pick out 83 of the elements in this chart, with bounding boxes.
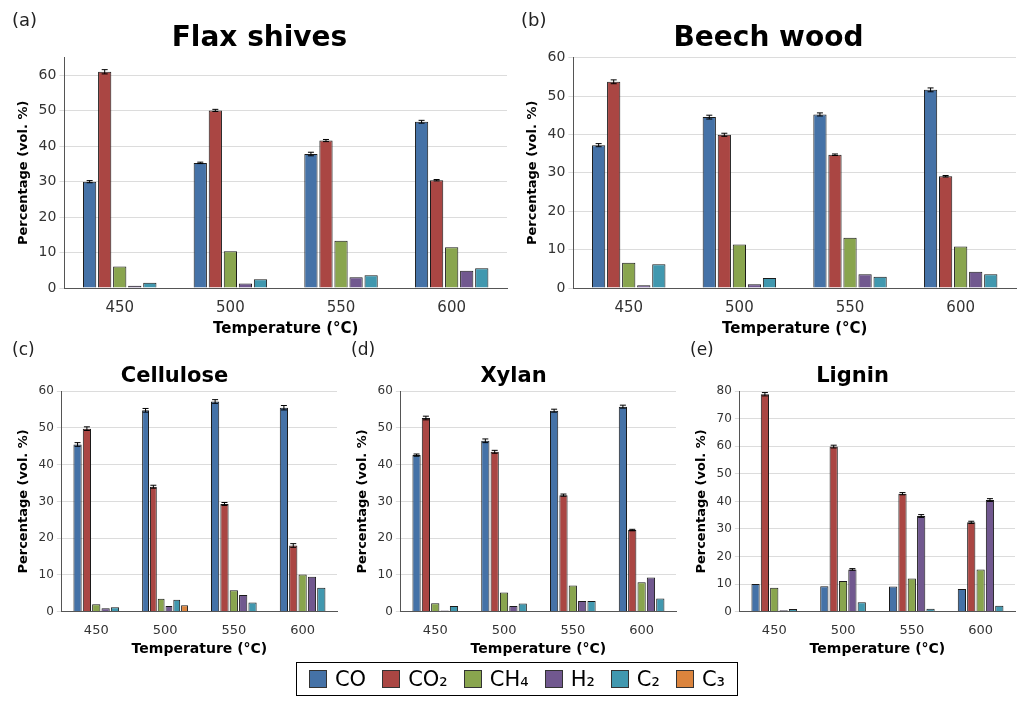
text: (e) — [690, 338, 714, 359]
legend-label: CO₂ — [408, 667, 448, 691]
x-tick-label: 550 — [835, 297, 865, 316]
y-tick-label: 60 — [716, 438, 732, 453]
text: (c) — [12, 338, 35, 359]
y-tick-label: 30 — [547, 163, 566, 180]
x-tick-label: 450 — [761, 621, 787, 637]
y-tick-label: 10 — [716, 576, 732, 591]
x-axis-title: Temperature (°C) — [722, 318, 868, 337]
y-tick-label: 30 — [716, 521, 732, 536]
x-tick-label: 450 — [83, 621, 109, 637]
legend-label: CH₄ — [489, 667, 529, 691]
y-tick-label: 40 — [377, 456, 393, 471]
y-tick-label: 20 — [716, 548, 732, 563]
y-tick-label: 40 — [716, 493, 732, 508]
x-tick-label: 500 — [725, 297, 754, 316]
text: (d) — [351, 338, 376, 359]
legend-label: C₃ — [701, 667, 726, 691]
x-tick-label: 600 — [437, 297, 466, 316]
y-tick-label: 50 — [38, 420, 54, 435]
chart-title: Beech wood — [673, 20, 864, 54]
y-tick-label: 10 — [38, 566, 54, 581]
y-tick-label: 10 — [377, 566, 393, 581]
y-tick-label: 30 — [38, 493, 54, 508]
y-tick-label: 20 — [38, 207, 57, 224]
y-tick-label: 40 — [547, 125, 566, 142]
chart-title: Cellulose — [120, 363, 229, 388]
chart-title: Lignin — [816, 363, 889, 388]
y-tick-label: 0 — [47, 278, 57, 295]
y-tick-label: 40 — [38, 136, 57, 153]
y-axis-title: Percentage (vol. %) — [15, 429, 31, 574]
x-axis-title: Temperature (°C) — [213, 318, 359, 337]
text: (a) — [12, 8, 38, 30]
y-tick-label: 0 — [556, 278, 566, 295]
x-tick-label: 500 — [491, 621, 517, 637]
y-axis-title: Percentage (vol. %) — [693, 429, 709, 574]
y-tick-label: 0 — [724, 603, 732, 618]
y-axis-title: Percentage (vol. %) — [524, 100, 540, 245]
chart-title: Flax shives — [171, 20, 348, 54]
x-tick-label: 500 — [216, 297, 245, 316]
y-tick-label: 0 — [385, 603, 393, 618]
legend-label: CO — [334, 667, 367, 691]
x-tick-label: 500 — [830, 621, 856, 637]
chart-title: Xylan — [480, 363, 547, 388]
y-tick-label: 20 — [377, 530, 393, 545]
y-tick-label: 40 — [38, 456, 54, 471]
x-axis-title: Temperature (°C) — [809, 640, 946, 657]
x-axis-title: Temperature (°C) — [470, 640, 607, 657]
x-tick-label: 600 — [290, 621, 316, 637]
y-tick-label: 50 — [377, 420, 393, 435]
y-tick-label: 60 — [38, 65, 57, 82]
text: (b) — [521, 8, 547, 30]
y-tick-label: 50 — [716, 465, 732, 480]
x-tick-label: 550 — [221, 621, 247, 637]
x-tick-label: 600 — [968, 621, 994, 637]
x-tick-label: 600 — [629, 621, 655, 637]
y-tick-label: 70 — [716, 410, 732, 425]
y-tick-label: 30 — [38, 172, 57, 189]
y-tick-label: 60 — [38, 383, 54, 398]
y-axis-title: Percentage (vol. %) — [15, 100, 31, 245]
y-tick-label: 50 — [547, 86, 566, 103]
y-tick-label: 20 — [547, 201, 566, 218]
y-tick-label: 50 — [38, 101, 57, 118]
y-tick-label: 10 — [38, 243, 57, 260]
y-tick-label: 80 — [716, 383, 732, 398]
x-tick-label: 450 — [105, 297, 135, 316]
x-tick-label: 500 — [152, 621, 178, 637]
x-tick-label: 550 — [899, 621, 925, 637]
x-tick-label: 550 — [326, 297, 356, 316]
y-tick-label: 0 — [46, 603, 54, 618]
x-tick-label: 450 — [614, 297, 644, 316]
x-tick-label: 550 — [560, 621, 586, 637]
legend-label: C₂ — [636, 667, 660, 691]
legend-label: H₂ — [570, 667, 595, 691]
x-tick-label: 600 — [946, 297, 975, 316]
y-tick-label: 30 — [377, 493, 393, 508]
y-tick-label: 60 — [377, 383, 393, 398]
y-tick-label: 60 — [547, 48, 566, 65]
x-axis-title: Temperature (°C) — [131, 640, 268, 657]
y-axis-title: Percentage (vol. %) — [354, 429, 370, 574]
y-tick-label: 20 — [38, 530, 54, 545]
y-tick-label: 10 — [547, 240, 566, 257]
x-tick-label: 450 — [422, 621, 448, 637]
